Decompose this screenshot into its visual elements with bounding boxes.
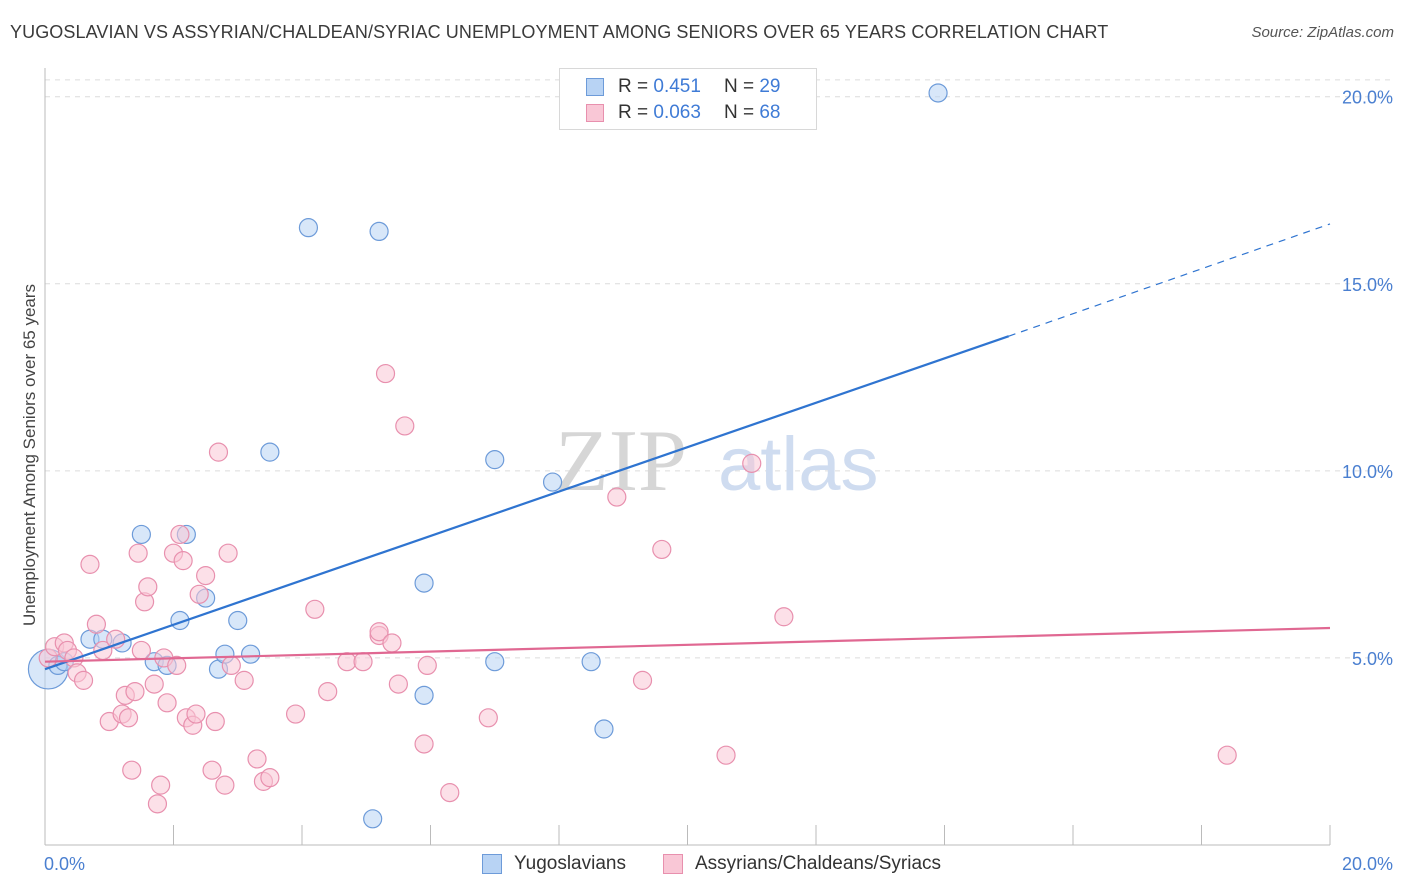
y-tick-label: 5.0% [1352, 649, 1393, 669]
r-label: R = [618, 102, 649, 123]
assyrians-point [337, 652, 357, 672]
assyrians-point [128, 543, 148, 563]
assyrians-point [369, 622, 389, 642]
assyrians-point [157, 693, 177, 713]
assyrians-point [189, 584, 209, 604]
assyrians-point [147, 794, 168, 814]
assyrians-point [196, 566, 216, 586]
n-label: N = [723, 102, 755, 123]
assyrians-point [122, 760, 142, 780]
y-tick-label: 10.0% [1342, 462, 1393, 482]
watermark-atlas: atlas [718, 422, 879, 507]
yugoslavians-point [228, 610, 248, 631]
chart-title: YUGOSLAVIAN VS ASSYRIAN/CHALDEAN/SYRIAC … [10, 22, 1109, 42]
assyrians-point [607, 487, 627, 507]
assyrians-point [716, 745, 736, 765]
assyrians-point [388, 674, 408, 694]
assyrians-point [632, 670, 653, 690]
grid-lines [45, 79, 1390, 659]
assyrians-point [80, 554, 100, 574]
assyrians-point [774, 607, 794, 627]
assyrians-point [318, 681, 338, 702]
legend-item-assyrians: Assyrians/Chaldeans/Syriacs [663, 852, 941, 876]
assyrians-point [151, 775, 171, 795]
yugoslavians-legend-swatch [482, 854, 502, 874]
assyrians-legend-label: Assyrians/Chaldeans/Syriacs [695, 853, 942, 874]
assyrians-point [215, 775, 235, 795]
assyrians-point [173, 551, 193, 571]
r-value: 0.451 [653, 76, 701, 97]
r-label: R = [618, 76, 649, 97]
x-tick-label: 0.0% [44, 854, 85, 874]
yugoslavians-point [260, 442, 280, 462]
assyrians-legend-swatch [663, 854, 683, 874]
assyrians-point [170, 524, 190, 545]
assyrians-point [218, 543, 238, 563]
yugoslavians-point [131, 524, 151, 545]
axes [44, 68, 1331, 846]
assyrians-point [73, 670, 94, 690]
yugoslavians-point [594, 719, 614, 739]
yugoslavians-point [542, 472, 563, 492]
yugoslavians-point [581, 652, 601, 672]
assyrians-point [305, 599, 325, 619]
assyrians-point [414, 734, 434, 754]
assyrians-point [186, 704, 206, 724]
assyrians-point [221, 655, 241, 676]
yugoslavians-point [298, 218, 319, 238]
yugoslavians-point [363, 809, 383, 829]
yugoslavians-swatch [586, 78, 604, 96]
yugoslavians-legend-label: Yugoslavians [514, 853, 626, 874]
assyrians-point [652, 539, 672, 560]
y-tick-label: 20.0% [1342, 88, 1393, 108]
yugoslavians-point [485, 450, 505, 470]
yugoslavians-point [369, 221, 389, 241]
r-value: 0.063 [653, 102, 701, 123]
assyrians-point [375, 363, 396, 384]
n-value: 68 [759, 102, 781, 123]
y-tick-label: 15.0% [1342, 275, 1393, 295]
assyrians-point [1217, 745, 1237, 765]
assyrians-point [86, 614, 107, 634]
yugoslavians-point [241, 644, 261, 664]
assyrians-point [131, 640, 151, 661]
assyrians-point [205, 711, 225, 732]
source-label: Source: ZipAtlas.com [1251, 24, 1394, 41]
assyrians-point [417, 655, 437, 676]
assyrians-point [234, 670, 254, 690]
assyrians-point [138, 577, 158, 597]
yugoslavians-point [414, 573, 434, 593]
x-tick-label: 20.0% [1342, 854, 1393, 874]
assyrians-point [260, 768, 280, 788]
assyrians-point [440, 783, 460, 803]
assyrians-point [395, 416, 415, 436]
n-value: 29 [759, 76, 781, 97]
assyrians-swatch [586, 104, 604, 122]
yugoslavians-point [414, 685, 434, 705]
n-label: N = [723, 76, 755, 97]
assyrians-point [285, 704, 306, 724]
assyrians-point [202, 760, 222, 780]
stats-legend: R = 0.451 N = 29 R = 0.063 N = 68 [559, 68, 817, 130]
assyrians-point [125, 681, 145, 702]
assyrians-point [382, 633, 402, 653]
yugoslavians-point [928, 83, 948, 103]
assyrians-point [742, 453, 762, 473]
assyrians-point [167, 655, 187, 676]
assyrians-point [144, 674, 164, 694]
yugoslavians-point [485, 652, 505, 672]
legend-item-yugoslavians: Yugoslavians [482, 852, 626, 876]
assyrians-point [478, 708, 498, 728]
watermark: ZIP atlas [555, 413, 879, 510]
assyrians-trend-line [44, 626, 1331, 663]
legend-row-yugoslavians: R = 0.451 N = 29 [586, 75, 780, 99]
assyrians-point [208, 442, 229, 462]
assyrians-point [247, 749, 267, 769]
yugoslavians-trend-line [44, 335, 1010, 671]
assyrians-point [118, 708, 139, 728]
assyrians-point [353, 652, 373, 672]
legend-row-assyrians: R = 0.063 N = 68 [586, 101, 780, 125]
yugoslavians-trend-extension [1008, 223, 1331, 337]
